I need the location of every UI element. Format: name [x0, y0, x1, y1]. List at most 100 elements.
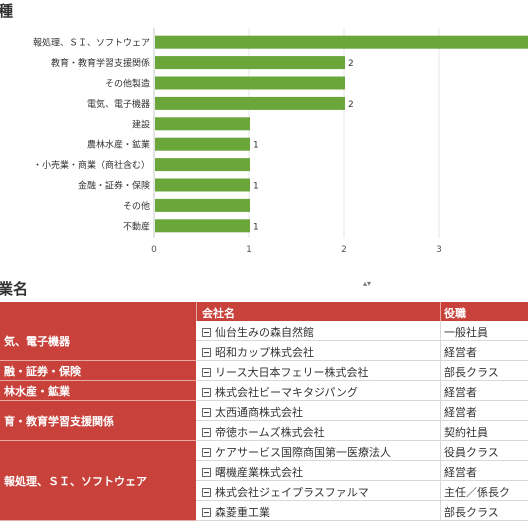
company-cell: リース大日本フェリー株式会社 [202, 364, 368, 380]
bar-7 [155, 178, 250, 192]
collapse-icon[interactable] [202, 407, 211, 417]
category-label: 電気、電子機器 [87, 98, 150, 110]
data-label: 1 [253, 141, 259, 151]
table-row[interactable]: 曙機産業株式会社 経営者 [196, 461, 528, 481]
collapse-icon[interactable] [202, 327, 211, 337]
role-cell: 一般社員 [444, 326, 488, 339]
company-cell: 帝徳ホームズ株式会社 [202, 424, 325, 440]
column-separator [440, 421, 441, 441]
bar-5 [155, 137, 250, 151]
x-tick-label: 0 [151, 245, 157, 255]
industry-label: 融・証券・保険 [4, 364, 81, 378]
bar-2 [155, 76, 345, 90]
collapse-icon[interactable] [202, 367, 211, 377]
company-cell: 株式会社ビーマキタジパング [202, 384, 358, 400]
role-cell: 主任／係長ク [444, 486, 510, 499]
bar-9 [155, 219, 250, 233]
table-row[interactable]: 森菱重工業 部長クラス [196, 501, 528, 521]
category-label: 農林水産・鉱業 [87, 139, 150, 151]
table-row[interactable]: 帝徳ホームズ株式会社 契約社員 [196, 421, 528, 441]
company-name: 太西通商株式会社 [215, 406, 303, 419]
company-cell: 曙機産業株式会社 [202, 464, 303, 480]
table-row[interactable]: リース大日本フェリー株式会社 部長クラス [196, 361, 528, 381]
company-name: ケアサービス国際商国第一医療法人 [215, 446, 391, 459]
industry-label: 育・教育学習支援関係 [4, 414, 114, 428]
company-cell: 株式会社ジェイプラスファルマ [202, 484, 369, 500]
company-cell: 昭和カップ株式会社 [202, 344, 314, 360]
company-cell: ケアサービス国際商国第一医療法人 [202, 444, 391, 460]
category-label: ・小売業・商業（商社含む） [33, 159, 150, 171]
table-row[interactable]: 昭和カップ株式会社 経営者 [196, 341, 528, 361]
collapse-icon[interactable] [202, 487, 211, 497]
category-label: 金融・証券・保険 [78, 180, 150, 192]
data-label: 2 [348, 59, 354, 69]
industry-cell[interactable]: 気、電子機器 [0, 321, 196, 361]
role-cell: 部長クラス [444, 366, 499, 379]
data-label: 2 [348, 100, 354, 110]
role-cell: 経営者 [444, 386, 477, 399]
table-row[interactable]: ケアサービス国際商国第一医療法人 役員クラス [196, 441, 528, 461]
header-role[interactable]: 役職 [444, 307, 466, 320]
header-separator [440, 302, 441, 321]
role-cell: 経営者 [444, 406, 477, 419]
company-name: 森菱重工業 [215, 506, 270, 519]
role-cell: 部長クラス [444, 506, 499, 519]
bar-6 [155, 158, 250, 172]
bar-3 [155, 96, 345, 110]
company-cell: 森菱重工業 [202, 504, 270, 520]
industry-label: 報処理、ＳＩ、ソフトウェア [4, 474, 147, 488]
category-label: 不動産 [123, 220, 150, 232]
x-tick-label: 1 [246, 245, 252, 255]
category-label: 報処理、ＳＩ、ソフトウェア [33, 37, 150, 49]
header-separator [196, 302, 197, 321]
column-separator [440, 481, 441, 501]
company-table: 会社名 役職 気、電子機器 仙台生みの森自然館 一般社員 昭和カップ株式会社 経営者 融・… [0, 302, 528, 528]
table-row[interactable]: 株式会社ビーマキタジパング 経営者 [196, 381, 528, 401]
data-label: 1 [253, 182, 259, 192]
x-tick-label: 3 [436, 245, 442, 255]
industry-label: 林水産・鉱業 [4, 384, 70, 398]
role-cell: 契約社員 [444, 426, 488, 439]
table-row[interactable]: 太西通商株式会社 経営者 [196, 401, 528, 421]
bar-8 [155, 198, 250, 212]
bar-1 [155, 56, 345, 70]
company-name: 曙機産業株式会社 [215, 466, 303, 479]
industry-bar-chart: 報処理、ＳＩ、ソフトウェア 教育・教育学習支援関係 2 その他製造 電気、電子機器 2 建設… [0, 24, 528, 260]
company-name: 株式会社ジェイプラスファルマ [215, 486, 369, 499]
column-separator [440, 441, 441, 461]
collapse-icon[interactable] [202, 427, 211, 437]
company-cell: 仙台生みの森自然館 [202, 324, 314, 340]
industry-cell[interactable]: 育・教育学習支援関係 [0, 401, 196, 441]
column-separator [440, 381, 441, 401]
collapse-icon[interactable] [202, 507, 211, 517]
industry-cell[interactable]: 林水産・鉱業 [0, 381, 196, 401]
sort-scroll-icon[interactable]: ▴▾ [362, 279, 372, 288]
bar-4 [155, 117, 250, 131]
column-separator [440, 501, 441, 521]
industry-cell[interactable]: 報処理、ＳＩ、ソフトウェア [0, 441, 196, 521]
company-cell: 太西通商株式会社 [202, 404, 303, 420]
column-separator [440, 321, 441, 341]
industry-label: 気、電子機器 [4, 334, 70, 348]
company-name: リース大日本フェリー株式会社 [215, 366, 369, 379]
bar-0 [155, 35, 528, 49]
table-row[interactable]: 株式会社ジェイプラスファルマ 主任／係長ク [196, 481, 528, 501]
role-cell: 経営者 [444, 346, 477, 359]
header-company[interactable]: 会社名 [202, 307, 235, 320]
table-header: 会社名 役職 [0, 302, 528, 321]
collapse-icon[interactable] [202, 387, 211, 397]
column-separator [440, 401, 441, 421]
collapse-icon[interactable] [202, 467, 211, 477]
chart-title: 種 [0, 2, 14, 20]
role-cell: 役員クラス [444, 446, 499, 459]
category-label: 建設 [132, 118, 150, 130]
collapse-icon[interactable] [202, 347, 211, 357]
table-row[interactable]: 仙台生みの森自然館 一般社員 [196, 321, 528, 341]
column-separator [440, 361, 441, 381]
category-label: その他製造 [105, 78, 150, 90]
industry-cell[interactable]: 融・証券・保険 [0, 361, 196, 381]
company-name: 昭和カップ株式会社 [215, 346, 314, 359]
collapse-icon[interactable] [202, 447, 211, 457]
company-name: 仙台生みの森自然館 [215, 326, 314, 339]
company-name: 帝徳ホームズ株式会社 [215, 426, 325, 439]
